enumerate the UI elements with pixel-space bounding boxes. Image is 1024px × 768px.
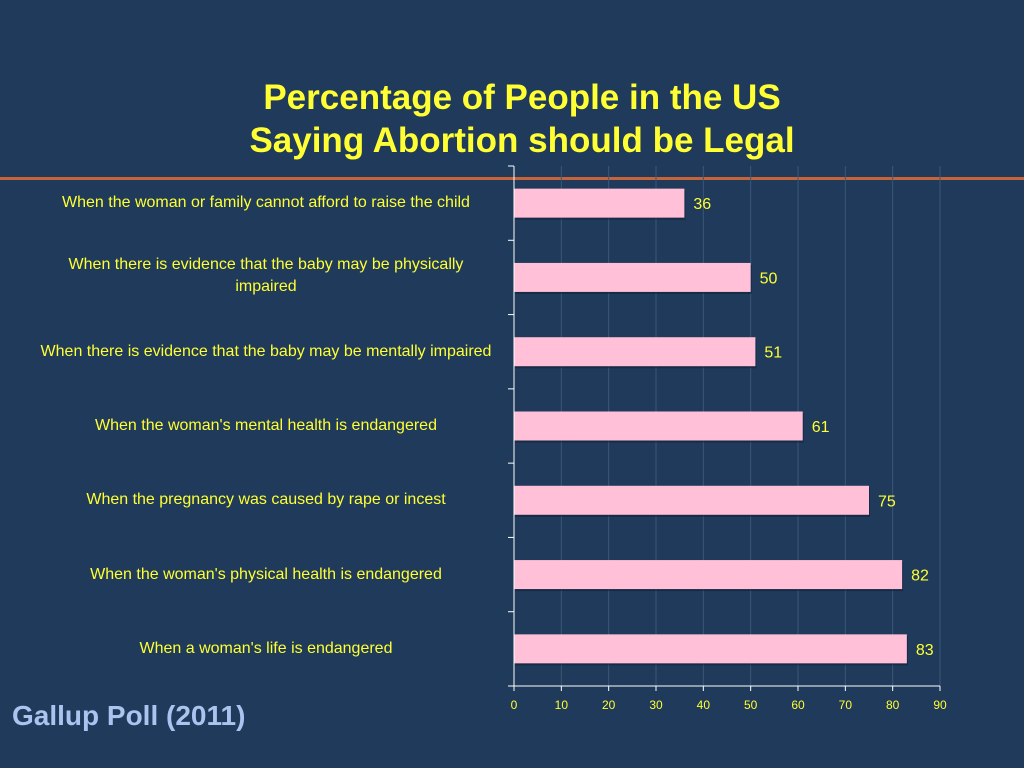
data-label: 51 <box>764 345 782 362</box>
x-tick-label: 90 <box>933 698 947 712</box>
x-tick-label: 10 <box>555 698 569 712</box>
category-label: When the pregnancy was caused by rape or… <box>86 491 446 509</box>
category-label: When the woman's mental health is endang… <box>95 417 437 434</box>
data-label: 61 <box>812 419 830 436</box>
x-tick-label: 30 <box>649 698 663 712</box>
category-label: When the woman's physical health is enda… <box>90 565 442 583</box>
x-tick-label: 80 <box>886 698 900 712</box>
x-tick-label: 40 <box>697 698 711 712</box>
chart-title-line-1: Percentage of People in the US <box>263 78 781 117</box>
source-note: Gallup Poll (2011) <box>12 700 246 731</box>
title-divider-rule <box>0 177 1024 180</box>
data-label: 75 <box>878 493 896 510</box>
bar <box>514 262 751 292</box>
bar <box>514 188 685 218</box>
data-label: 83 <box>916 642 934 659</box>
bar <box>514 560 903 590</box>
bar <box>514 634 907 664</box>
x-tick-label: 20 <box>602 698 616 712</box>
x-tick-label: 70 <box>839 698 853 712</box>
x-tick-label: 60 <box>791 698 805 712</box>
data-label: 36 <box>693 196 711 213</box>
bar <box>514 337 756 367</box>
category-label: When there is evidence that the baby may… <box>40 342 492 360</box>
x-tick-label: 50 <box>744 698 758 712</box>
data-label: 50 <box>760 270 778 287</box>
category-label: When the woman or family cannot afford t… <box>62 194 470 212</box>
category-label: When a woman's life is endangered <box>139 639 393 657</box>
chart-title-line-2: Saying Abortion should be Legal <box>249 121 795 160</box>
data-label: 82 <box>911 568 929 585</box>
bar <box>514 411 803 441</box>
bar <box>514 485 869 515</box>
chart-title: Percentage of People in the US Saying Ab… <box>0 76 1024 162</box>
x-tick-label: 0 <box>511 698 518 712</box>
category-label: When there is evidence that the baby may… <box>68 256 464 296</box>
